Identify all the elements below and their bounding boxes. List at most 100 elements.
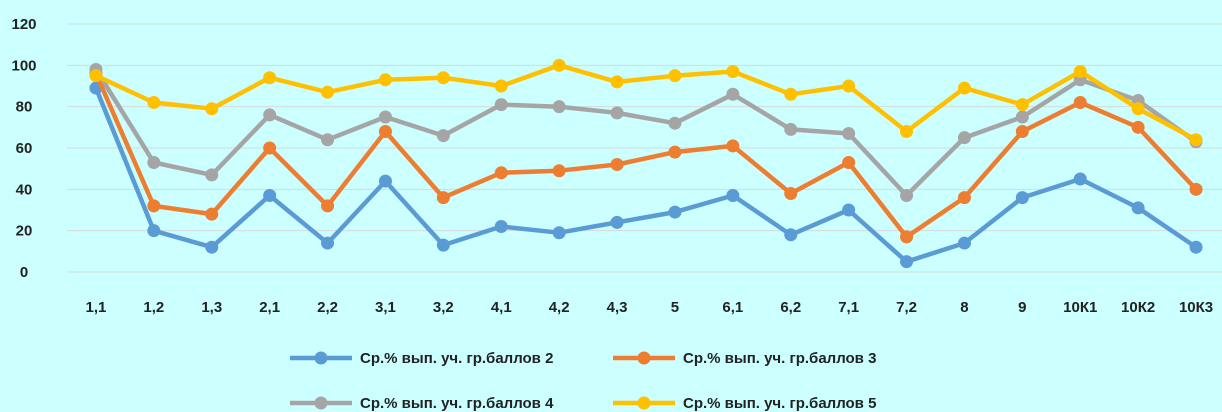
legend-swatch-marker [637, 396, 651, 410]
series-line [93, 67, 1199, 198]
data-point [321, 199, 335, 213]
data-point [321, 133, 335, 147]
x-tick-label: 1,2 [143, 299, 164, 316]
data-point [552, 58, 566, 72]
x-tick-label: 7,1 [838, 299, 859, 316]
x-tick-label: 6,1 [722, 299, 743, 316]
legend-label: Ср.% вып. уч. гр.баллов 4 [360, 395, 554, 412]
data-point [436, 129, 450, 143]
data-point [263, 108, 277, 122]
x-tick-label: 5 [671, 299, 679, 316]
series-line [93, 71, 1199, 240]
x-tick-label: 4,1 [491, 299, 512, 316]
x-tick-label: 2,1 [259, 299, 280, 316]
x-tick-label: 10К3 [1179, 299, 1213, 316]
x-tick-label: 6,2 [780, 299, 801, 316]
legend-item: Ср.% вып. уч. гр.баллов 4 [290, 395, 554, 412]
data-point [668, 145, 682, 159]
data-point [1073, 65, 1087, 79]
x-tick-label: 2,2 [317, 299, 338, 316]
data-point [842, 127, 856, 141]
legend-swatch-marker [314, 396, 328, 410]
series-lines [89, 58, 1203, 269]
data-point [552, 226, 566, 240]
data-point [494, 98, 508, 112]
data-point [205, 102, 219, 116]
legend-swatch-marker [637, 351, 651, 365]
data-point [842, 79, 856, 93]
data-point [436, 191, 450, 205]
data-point [957, 81, 971, 95]
legend-item: Ср.% вып. уч. гр.баллов 5 [613, 395, 876, 412]
data-point [726, 139, 740, 153]
x-tick-label: 4,2 [549, 299, 570, 316]
x-tick-label: 10К1 [1063, 299, 1097, 316]
data-point [494, 79, 508, 93]
series-1 [89, 81, 1203, 269]
data-point [957, 236, 971, 250]
x-tick-label: 1,3 [201, 299, 222, 316]
data-point [263, 141, 277, 155]
y-axis-ticks: 0 20 40 60 80 100 120 [11, 16, 36, 281]
data-point [842, 203, 856, 217]
x-tick-label: 7,2 [896, 299, 917, 316]
data-point [263, 189, 277, 203]
y-tick-label: 100 [11, 57, 36, 74]
legend-label: Ср.% вып. уч. гр.баллов 3 [683, 350, 876, 367]
data-point [726, 189, 740, 203]
series-line [93, 63, 1199, 142]
data-point [784, 122, 798, 136]
data-point [321, 236, 335, 250]
data-point [1131, 102, 1145, 116]
data-point [668, 69, 682, 83]
data-point [436, 71, 450, 85]
data-point [957, 131, 971, 145]
data-point [378, 110, 392, 124]
data-point [610, 215, 624, 229]
y-tick-label: 20 [16, 223, 33, 240]
x-axis-ticks: 1,1 1,2 1,3 2,1 2,2 3,1 3,2 4,1 4,2 4,3 5 6,1 6,2 7,1… [86, 299, 1214, 316]
legend-swatch-marker [314, 351, 328, 365]
data-point [1073, 96, 1087, 110]
x-tick-label: 4,3 [607, 299, 628, 316]
x-tick-label: 1,1 [86, 299, 107, 316]
data-point [205, 240, 219, 254]
data-point [147, 155, 161, 169]
data-point [1131, 120, 1145, 134]
series-line [93, 85, 1199, 264]
x-tick-label: 10К2 [1121, 299, 1155, 316]
data-point [900, 189, 914, 203]
data-point [147, 199, 161, 213]
data-point [610, 158, 624, 172]
data-point [494, 166, 508, 180]
x-tick-label: 8 [960, 299, 968, 316]
data-point [1189, 240, 1203, 254]
series-2 [89, 67, 1203, 244]
data-point [552, 164, 566, 178]
y-tick-label: 80 [16, 99, 33, 116]
data-point [1015, 110, 1029, 124]
data-point [842, 155, 856, 169]
series-4 [89, 58, 1203, 147]
data-point [900, 230, 914, 244]
data-point [1015, 98, 1029, 112]
legend-item: Ср.% вып. уч. гр.баллов 3 [613, 350, 876, 367]
data-point [784, 186, 798, 200]
y-tick-label: 40 [16, 181, 33, 198]
legend-label: Ср.% вып. уч. гр.баллов 2 [360, 350, 553, 367]
data-point [900, 124, 914, 138]
data-point [494, 220, 508, 234]
data-point [784, 228, 798, 242]
data-point [147, 224, 161, 238]
data-point [726, 65, 740, 79]
data-point [1189, 133, 1203, 147]
data-point [900, 255, 914, 269]
data-point [668, 205, 682, 219]
data-point [668, 116, 682, 130]
data-point [205, 168, 219, 182]
y-tick-label: 0 [20, 264, 28, 281]
data-point [321, 85, 335, 99]
data-point [610, 106, 624, 120]
data-point [1015, 124, 1029, 138]
